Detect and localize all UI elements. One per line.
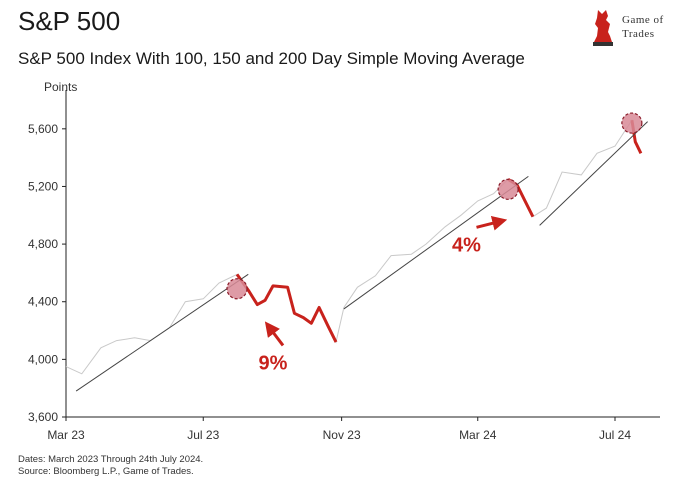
bull-knight-icon (593, 10, 613, 46)
moving-average-trend-line (75, 273, 249, 392)
drawdown-percent-label: 9% (259, 352, 288, 374)
logo-line-2: Trades (622, 28, 655, 40)
logo-line-1: Game of (622, 14, 664, 26)
y-tick-label: 5,200 (28, 179, 58, 193)
y-tick-label: 4,800 (28, 237, 58, 251)
chart-title: S&P 500 (18, 6, 121, 36)
price-line (65, 118, 642, 375)
y-tick-label: 4,000 (28, 352, 58, 366)
chart-subtitle: S&P 500 Index With 100, 150 and 200 Day … (18, 49, 525, 68)
footer-source: Source: Bloomberg L.P., Game of Trades. (18, 466, 194, 477)
annotation-arrow (476, 215, 508, 231)
peak-marker (226, 278, 248, 300)
y-axis-label: Points (44, 80, 78, 94)
peak-marker (621, 112, 643, 134)
x-tick-label: Jul 23 (187, 428, 219, 442)
y-tick-label: 3,600 (28, 410, 58, 424)
x-tick-label: Jul 24 (599, 428, 631, 442)
x-tick-label: Nov 23 (323, 428, 361, 442)
y-tick-label: 4,400 (28, 295, 58, 309)
game-of-trades-logo (593, 10, 613, 46)
peak-marker (497, 178, 519, 200)
moving-average-trend-line (343, 175, 529, 310)
x-tick-label: Mar 23 (47, 428, 85, 442)
footer-dates: Dates: March 2023 Through 24th July 2024… (18, 454, 204, 465)
annotation-arrow (264, 321, 285, 347)
y-tick-label: 5,600 (28, 122, 58, 136)
x-tick-label: Mar 24 (459, 428, 497, 442)
drawdown-percent-label: 4% (452, 234, 481, 256)
moving-average-trend-line (539, 121, 648, 226)
drawdown-segment (235, 273, 338, 343)
